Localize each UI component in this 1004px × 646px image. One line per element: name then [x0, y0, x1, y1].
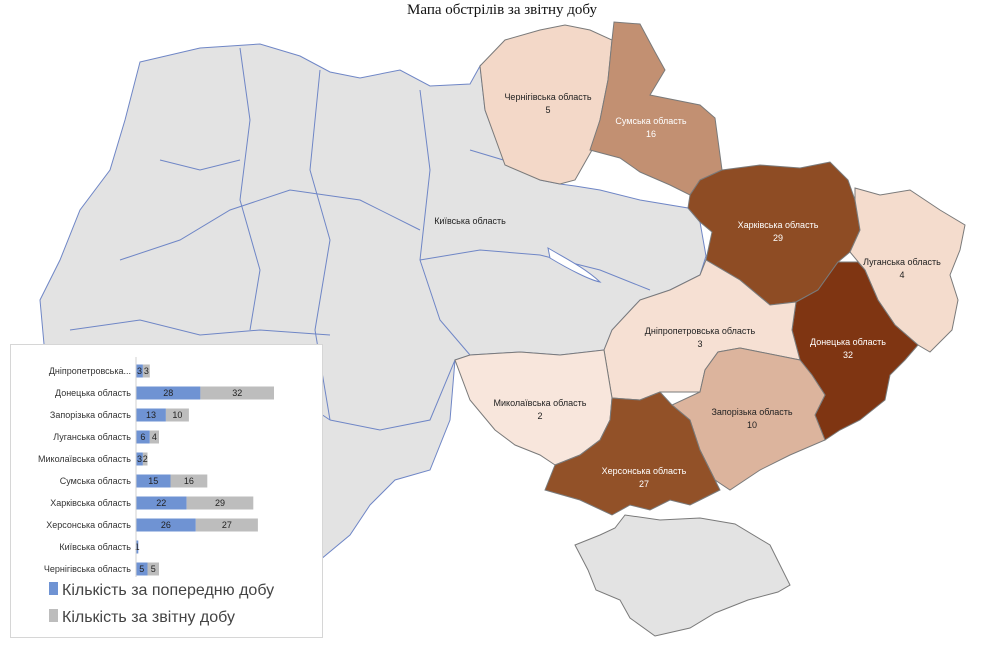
bar-label-previous: 5 [139, 564, 144, 574]
legend-label-previous: Кількість за попередню добу [62, 582, 274, 599]
bar-label-current: 5 [151, 564, 156, 574]
count-zaporizka: 10 [747, 420, 757, 430]
border-line [419, 249, 651, 291]
label-kharkivska: Харківська область [738, 220, 819, 230]
label-khersonska: Херсонська область [602, 466, 687, 476]
label-sumska: Сумська область [615, 116, 687, 126]
border-line [329, 359, 456, 431]
category-labels: Дніпропетровська... Донецька область Запор… [38, 366, 131, 574]
bar-label-previous: 1 [135, 542, 140, 552]
count-luhanska: 4 [899, 270, 904, 280]
bar-label-previous: 3 [137, 366, 142, 376]
shelling-chart: Дніпропетровська... Донецька область Запор… [10, 344, 323, 638]
region-khersonska [544, 391, 721, 516]
map-title: Мапа обстрілів за звітну добу [407, 2, 597, 18]
bar-label-previous: 28 [163, 388, 173, 398]
bar-current [149, 430, 159, 444]
count-kharkivska: 29 [773, 233, 783, 243]
bar-previous [136, 430, 150, 444]
border-line [159, 159, 241, 171]
region-luhanska [849, 187, 966, 353]
category-label: Луганська область [53, 432, 131, 442]
region-zaporizka [671, 347, 826, 491]
bar-current [200, 386, 274, 400]
bar-previous [136, 540, 139, 554]
label-kyivska: Київська область [434, 216, 506, 226]
oblast-borders [69, 47, 651, 431]
border-line [69, 319, 331, 336]
bar-previous [136, 408, 166, 422]
category-label: Донецька область [55, 388, 131, 398]
count-khersonska: 27 [639, 479, 649, 489]
bar-label-current: 3 [144, 366, 149, 376]
count-mykolaivska: 2 [537, 411, 542, 421]
category-label: Харківська область [50, 498, 131, 508]
label-luhanska: Луганська область [863, 257, 941, 267]
count-donetska: 32 [843, 350, 853, 360]
border-line [239, 47, 261, 331]
bar-label-previous: 3 [137, 454, 142, 464]
bar-previous [136, 496, 187, 510]
bar-label-previous: 26 [161, 520, 171, 530]
bar-current [170, 474, 208, 488]
chart-canvas: Дніпропетровська... Донецька область Запор… [38, 357, 274, 626]
bar-previous [136, 364, 143, 378]
bar-current [165, 408, 189, 422]
category-label: Сумська область [60, 476, 132, 486]
category-label: Запорізька область [50, 410, 131, 420]
count-dnipropetrovska: 3 [697, 339, 702, 349]
bar-label-current: 29 [215, 498, 225, 508]
bar-label-current: 16 [184, 476, 194, 486]
bar-previous [136, 562, 148, 576]
affected-regions [454, 21, 966, 516]
bar-current [186, 496, 254, 510]
label-dnipropetrovska: Дніпропетровська область [645, 326, 756, 336]
category-label: Київська область [59, 542, 131, 552]
count-sumska: 16 [646, 129, 656, 139]
bar-label-previous: 22 [156, 498, 166, 508]
label-mykolaivska: Миколаївська область [494, 398, 587, 408]
category-label: Чернігівська область [44, 564, 131, 574]
label-donetska: Донецька область [810, 337, 886, 347]
bar-label-previous: 6 [140, 432, 145, 442]
legend-swatch-current [49, 609, 58, 622]
region-kharkivska [687, 161, 861, 306]
bar-previous [136, 386, 201, 400]
bar-label-current: 4 [152, 432, 157, 442]
bar-previous [136, 452, 143, 466]
count-chernihivska: 5 [545, 105, 550, 115]
bar-current [147, 562, 159, 576]
bar-label-previous: 15 [148, 476, 158, 486]
bar-label-current: 27 [222, 520, 232, 530]
bar-label-previous: 13 [146, 410, 156, 420]
category-label: Херсонська область [46, 520, 131, 530]
legend-label-current: Кількість за звітну добу [62, 609, 235, 626]
bar-current [195, 518, 258, 532]
bar-current [142, 364, 150, 378]
bar-previous [136, 518, 196, 532]
bar-current [142, 452, 148, 466]
region-labels: Київська область Чернігівська область 5 … [434, 92, 941, 489]
legend-swatch-previous [49, 582, 58, 595]
kremenchuk-reservoir [547, 247, 602, 283]
bar-label-current: 10 [172, 410, 182, 420]
bar-label-current: 2 [143, 454, 148, 464]
label-zaporizka: Запорізька область [711, 407, 792, 417]
region-crimea [574, 514, 791, 637]
bar-label-current: 32 [232, 388, 242, 398]
chart-legend: Кількість за попередню добу Кількість за… [49, 582, 274, 626]
category-label: Дніпропетровська... [49, 366, 131, 376]
label-chernihivska: Чернігівська область [504, 92, 591, 102]
category-label: Миколаївська область [38, 454, 131, 464]
border-line [119, 189, 421, 261]
bar-previous [136, 474, 171, 488]
